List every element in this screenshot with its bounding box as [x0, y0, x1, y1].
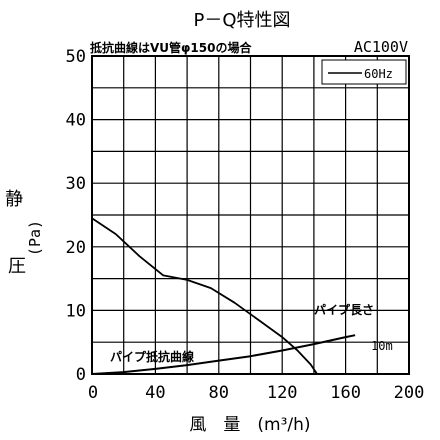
- x-tick-label: 120: [267, 383, 298, 403]
- x-tick-label: 160: [330, 383, 361, 403]
- x-axis-label: 風 量 (m³/h): [189, 415, 310, 435]
- pipe-length-label: パイプ長さ: [314, 302, 374, 317]
- y-tick-label: 20: [66, 238, 86, 258]
- chart-subtitle-left: 抵抗曲線はVU管φ150の場合: [90, 40, 252, 55]
- y-tick-label: 0: [76, 365, 86, 385]
- x-tick-label: 80: [209, 383, 229, 403]
- y-tick-label: 40: [66, 111, 86, 131]
- series-line-60hz: [91, 217, 318, 375]
- x-tick-label: 40: [145, 383, 165, 403]
- y-tick-label: 50: [66, 47, 86, 67]
- chart-series: [91, 217, 356, 375]
- legend-label-60hz: 60Hz: [364, 67, 393, 81]
- y-axis-ticks: 0 10 20 30 40 50: [66, 47, 86, 385]
- series-line-pipe-resistance: [91, 334, 356, 375]
- x-axis-ticks: 0 40 80 120 160 200: [88, 383, 424, 403]
- x-tick-label: 200: [394, 383, 425, 403]
- chart-subtitle-right: AC100V: [354, 38, 408, 56]
- chart-grid: [92, 56, 409, 374]
- pipe-curve-label: パイプ抵抗曲線: [110, 349, 194, 364]
- y-tick-label: 30: [66, 174, 86, 194]
- plot-frame: [91, 55, 410, 375]
- y-axis-label-main: 静 圧: [5, 189, 29, 277]
- y-axis-label-unit: (Pa): [26, 220, 44, 256]
- x-tick-label: 0: [88, 383, 98, 403]
- chart-title: P－Q特性図: [193, 10, 290, 31]
- legend-box: [321, 59, 407, 85]
- pipe-length-value: 10m: [371, 339, 393, 353]
- y-tick-label: 10: [66, 301, 86, 321]
